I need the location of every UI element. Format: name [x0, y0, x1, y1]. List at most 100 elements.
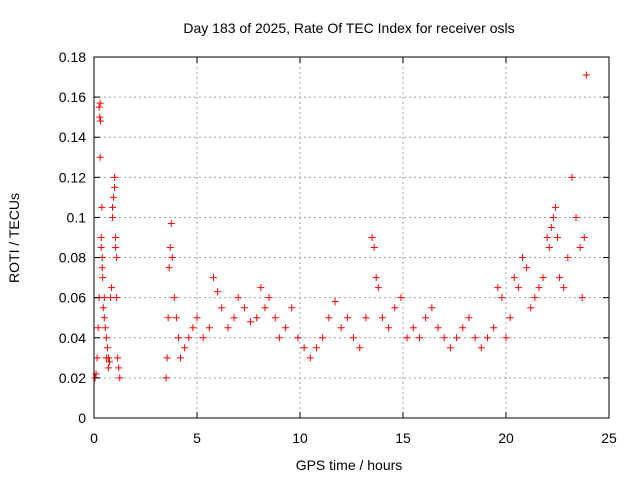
plot-frame: [93, 56, 610, 419]
data-point: [97, 234, 105, 241]
data-point: [261, 304, 269, 312]
y-tick-label: 0.12: [59, 169, 86, 185]
data-points: [91, 71, 590, 382]
data-point: [514, 284, 522, 292]
data-point: [112, 234, 120, 241]
data-point: [551, 203, 559, 211]
data-point: [453, 334, 461, 342]
data-point: [97, 244, 105, 252]
data-point: [576, 244, 584, 252]
data-point: [94, 324, 102, 332]
data-point: [471, 334, 479, 342]
data-point: [95, 103, 103, 111]
data-point: [554, 234, 561, 241]
data-point: [422, 314, 430, 322]
y-tick-label: 0.16: [59, 89, 86, 105]
data-point: [564, 254, 572, 262]
data-point: [523, 264, 531, 272]
data-point: [578, 294, 586, 302]
data-point: [174, 334, 182, 342]
chart-title: Day 183 of 2025, Rate Of TEC Index for r…: [183, 20, 514, 36]
data-point: [370, 244, 378, 252]
data-point: [230, 314, 238, 322]
data-point: [114, 354, 122, 362]
data-point: [104, 354, 112, 362]
data-point: [378, 314, 386, 322]
data-point: [209, 274, 217, 282]
data-point: [168, 254, 176, 262]
data-point: [199, 334, 207, 342]
data-point: [185, 334, 193, 342]
data-point: [518, 254, 526, 262]
data-point: [103, 344, 111, 352]
data-point: [350, 334, 358, 342]
data-point: [440, 334, 448, 342]
data-point: [172, 314, 180, 322]
y-tick-label: 0.06: [59, 290, 86, 306]
data-point: [257, 284, 265, 292]
x-tick-label: 10: [292, 430, 308, 446]
data-point: [374, 284, 382, 292]
data-point: [580, 234, 588, 241]
data-point: [506, 314, 514, 322]
data-point: [105, 358, 113, 366]
data-point: [288, 304, 296, 312]
data-point: [271, 314, 279, 322]
x-tick-label: 15: [395, 430, 411, 446]
data-point: [96, 153, 104, 161]
data-point: [547, 223, 555, 231]
data-point: [97, 117, 105, 125]
y-tick-label: 0.1: [67, 209, 87, 225]
y-tick-label: 0.14: [59, 129, 86, 145]
data-point: [234, 294, 242, 302]
data-point: [96, 113, 104, 121]
data-point: [556, 274, 564, 282]
data-point: [545, 244, 553, 252]
data-point: [101, 324, 109, 332]
data-point: [253, 314, 261, 322]
data-point: [224, 324, 232, 332]
data-point: [265, 294, 273, 302]
data-point: [337, 324, 345, 332]
data-point: [98, 203, 106, 211]
data-point: [106, 294, 114, 302]
data-point: [100, 294, 108, 302]
y-tick-label: 0.18: [59, 49, 86, 65]
data-point: [409, 324, 417, 332]
data-point: [477, 344, 485, 352]
data-point: [459, 324, 467, 332]
data-point: [93, 354, 101, 362]
data-point: [356, 344, 364, 352]
data-point: [391, 304, 399, 312]
data-point: [205, 324, 213, 332]
y-tick-label: 0.02: [59, 370, 86, 386]
data-point: [102, 334, 110, 342]
data-point: [214, 288, 222, 296]
data-point: [247, 318, 255, 326]
data-point: [167, 219, 175, 227]
axis-ticks: 0 0.02 0.04 0.06 0.08 0.1 0.12 0.14 0.16 0.18 0 5 10…: [59, 49, 617, 446]
data-point: [343, 314, 351, 322]
data-point: [572, 213, 580, 221]
data-point: [319, 334, 327, 342]
x-axis-label: GPS time / hours: [296, 457, 403, 473]
data-point: [300, 344, 308, 352]
data-point: [543, 234, 551, 241]
data-point: [568, 173, 576, 181]
data-point: [110, 193, 118, 201]
data-point: [385, 324, 393, 332]
data-point: [312, 344, 320, 352]
data-point: [531, 294, 539, 302]
data-point: [331, 298, 339, 306]
data-point: [162, 374, 170, 382]
data-point: [494, 284, 502, 292]
data-point: [582, 71, 590, 79]
data-point: [372, 274, 380, 282]
data-point: [218, 304, 226, 312]
data-point: [170, 294, 178, 302]
data-point: [403, 334, 411, 342]
data-point: [498, 294, 506, 302]
y-tick-label: 0.04: [59, 330, 86, 346]
